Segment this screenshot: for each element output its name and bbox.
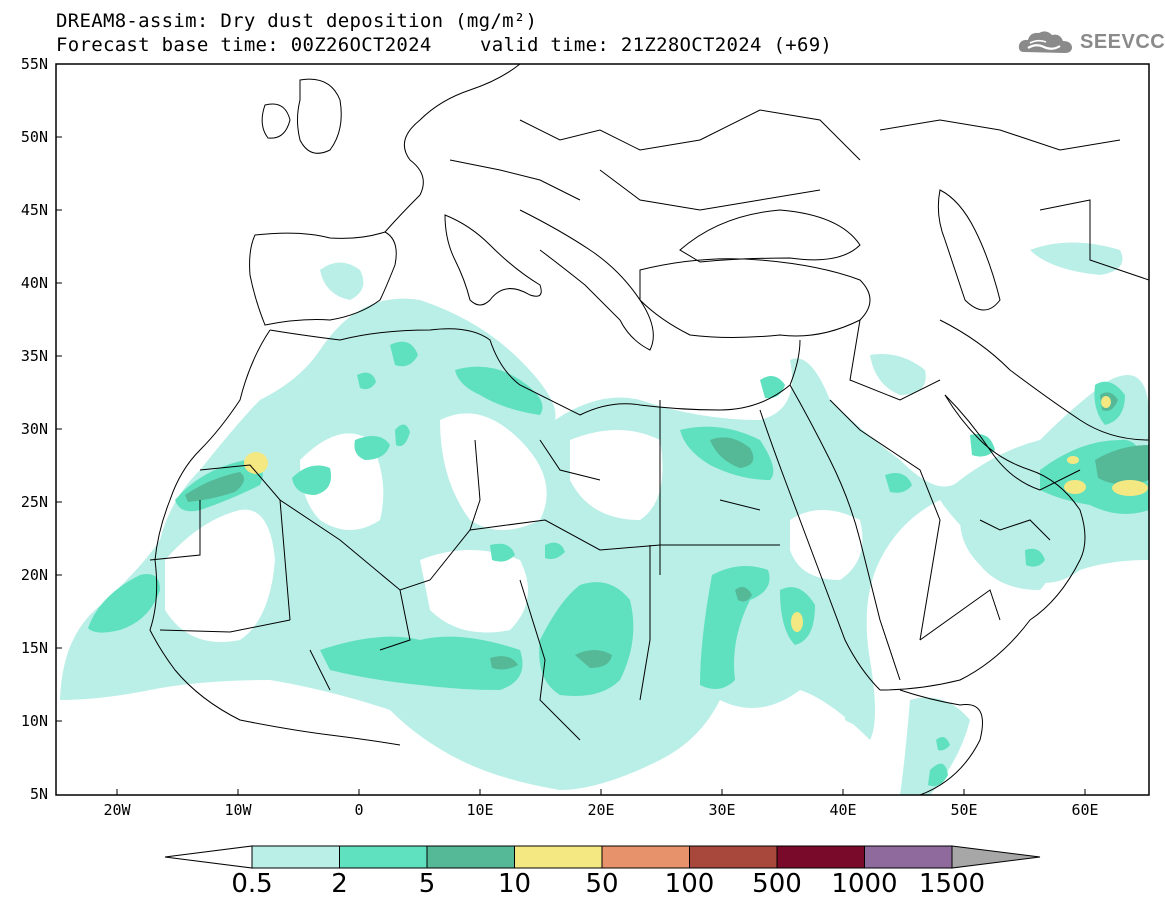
dust-layer-peak	[244, 396, 1148, 632]
lon-label: 60E	[1071, 801, 1099, 819]
colorbar-label: 0.5	[231, 869, 273, 899]
colorbar-label: 1000	[831, 869, 898, 899]
lat-label: 55N	[20, 55, 48, 73]
lon-label: 10W	[224, 801, 252, 819]
colorbar-bin-2	[339, 845, 428, 869]
dust-field	[60, 242, 1149, 795]
colorbar-label: 2	[331, 869, 348, 899]
colorbar-bin-8	[864, 845, 953, 869]
lon-label: 50E	[950, 801, 978, 819]
lat-label: 40N	[20, 274, 48, 292]
lon-label: 40E	[829, 801, 857, 819]
colorbar-label: 10	[497, 869, 532, 899]
colorbar-bin-5	[601, 845, 690, 869]
colorbar-label: 50	[585, 869, 619, 899]
lat-label: 10N	[20, 712, 48, 730]
logo: SEEVCCC	[1018, 28, 1165, 56]
colorbar	[164, 845, 1041, 869]
coastlines	[149, 64, 1149, 795]
colorbar-label: 1500	[918, 869, 986, 899]
colorbar-arrow-right	[951, 845, 1041, 869]
colorbar-bin-7	[776, 845, 865, 869]
colorbar-bin-6	[689, 845, 778, 869]
title-line-3: valid time: 21Z28OCT2024 (+69)	[480, 34, 833, 56]
colorbar-bin-3	[426, 845, 515, 869]
title-line-2: Forecast base time: 00Z26OCT2024	[56, 34, 432, 56]
lat-label: 5N	[29, 785, 48, 803]
colorbar-label: 5	[418, 869, 436, 899]
colorbar-bin-4	[514, 845, 603, 869]
lon-label: 20W	[103, 801, 131, 819]
lon-label: 10E	[466, 801, 494, 819]
colorbar-label: 100	[664, 869, 715, 899]
lat-label: 50N	[20, 128, 48, 146]
colorbar-arrow-left	[164, 845, 253, 869]
lat-label: 15N	[20, 639, 48, 657]
axis-ticks	[56, 63, 1086, 795]
lat-label: 35N	[20, 347, 48, 365]
lon-label: 0	[354, 801, 364, 819]
title-line-1: DREAM8-assim: Dry dust deposition (mg/m²…	[56, 10, 538, 32]
lon-label: 30E	[708, 801, 736, 819]
colorbar-label: 500	[752, 869, 802, 899]
logo-text: SEEVCCC	[1080, 30, 1165, 53]
lat-label: 20N	[20, 566, 48, 584]
lat-label: 30N	[20, 420, 48, 438]
cloud-logo-icon	[1018, 31, 1072, 53]
colorbar-bin-1	[251, 845, 340, 869]
lat-label: 25N	[20, 493, 48, 511]
dust-layer-high	[185, 392, 1149, 670]
lat-label: 45N	[20, 201, 48, 219]
lon-label: 20E	[587, 801, 615, 819]
